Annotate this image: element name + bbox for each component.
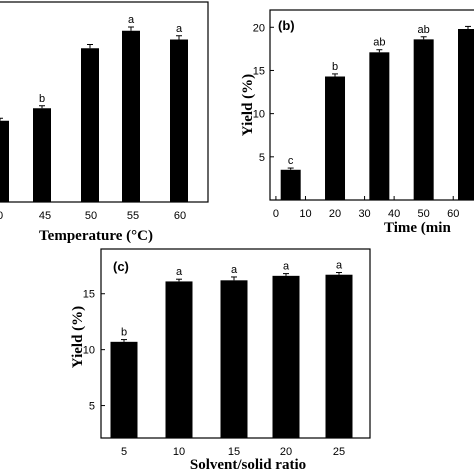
panel-b-bar-1 bbox=[325, 76, 346, 200]
panel-c-x-tick-label-1: 10 bbox=[173, 446, 185, 458]
panel-a-bar-2 bbox=[81, 48, 99, 202]
panel-c-bar-4 bbox=[325, 274, 353, 438]
panel-b-bar-0 bbox=[280, 169, 301, 200]
panel-a-x-tick-label-2: 50 bbox=[85, 210, 97, 222]
panel-a-x-tick-label-3: 55 bbox=[127, 210, 139, 222]
panel-b-x-tick-label-4: 40 bbox=[388, 208, 400, 220]
panel-a-bar-1 bbox=[33, 108, 51, 202]
panel-b-y-axis-label: Yield (%) bbox=[240, 74, 256, 136]
panel-c-bar-0 bbox=[110, 341, 138, 438]
panel-c-x-tick-label-4: 25 bbox=[333, 446, 345, 458]
panel-a-significance-letter-3: a bbox=[128, 14, 135, 26]
panel-b-bar-4 bbox=[458, 29, 474, 200]
panel-c-bar-1 bbox=[165, 281, 193, 438]
panel-b-x-tick-label-3: 30 bbox=[358, 208, 370, 220]
panel-c-significance-letter-3: a bbox=[283, 261, 290, 273]
panel-b-significance-letter-0: c bbox=[288, 155, 294, 167]
panel-a: b a a 0 45 50 55 60 Temperature (°C) bbox=[0, 1, 209, 244]
panel-b-significance-letter-1: b bbox=[332, 61, 338, 73]
panel-b-significance-letter-2: ab bbox=[373, 37, 385, 49]
panel-b-bar-3 bbox=[413, 39, 434, 201]
panel-c-x-tick-label-3: 20 bbox=[280, 446, 292, 458]
panel-a-x-tick-label-4: 60 bbox=[174, 210, 186, 222]
panel-b-label: (b) bbox=[278, 18, 295, 33]
panel-c-significance-letter-1: a bbox=[176, 266, 183, 278]
panel-c-significance-letter-2: a bbox=[231, 264, 238, 276]
panel-b: 0 10 20 30 40 50 60 5 10 15 20 c b ab ab (b) Yield (%) Ti… bbox=[240, 9, 474, 236]
panel-b-x-tick-label-5: 50 bbox=[418, 208, 430, 220]
panel-c-bar-3 bbox=[272, 275, 300, 438]
panel-c-y-axis-label: Yield (%) bbox=[70, 306, 86, 368]
panel-c-significance-letter-0: b bbox=[121, 327, 127, 339]
panel-a-bar-4 bbox=[170, 39, 188, 202]
panel-a-bar-0 bbox=[0, 120, 9, 202]
panel-c: 5 10 15 b a a a a 5 10 15 20 25 (c) Yield (%) Solvent/s… bbox=[70, 248, 371, 473]
panel-a-x-axis-label: Temperature (°C) bbox=[39, 228, 153, 244]
panel-c-significance-letter-4: a bbox=[336, 259, 343, 271]
panel-c-label: (c) bbox=[113, 259, 129, 274]
panel-b-y-tick-label-0: 5 bbox=[259, 152, 265, 164]
panel-c-y-tick-label-2: 15 bbox=[83, 289, 95, 301]
panel-a-significance-letter-4: a bbox=[176, 23, 183, 35]
panel-a-x-tick-label-1: 45 bbox=[39, 210, 51, 222]
panel-a-bar-3 bbox=[122, 30, 140, 202]
panel-b-x-axis-label: Time (min bbox=[384, 220, 451, 236]
panel-c-bar-2 bbox=[220, 280, 248, 438]
panel-b-x-tick-label-1: 10 bbox=[299, 208, 311, 220]
panel-b-bar-2 bbox=[369, 52, 390, 201]
panel-b-y-tick-label-1: 10 bbox=[253, 109, 265, 121]
panel-c-x-axis-label: Solvent/solid ratio bbox=[190, 457, 306, 473]
panel-b-x-tick-label-6: 60 bbox=[447, 208, 459, 220]
panel-b-y-tick-label-2: 15 bbox=[253, 65, 265, 77]
panel-c-x-tick-label-2: 15 bbox=[228, 446, 240, 458]
panel-a-frame bbox=[0, 1, 209, 203]
panel-b-significance-letter-3: ab bbox=[418, 24, 430, 36]
panel-c-y-tick-label-0: 5 bbox=[89, 401, 95, 413]
panel-a-significance-letter-1: b bbox=[39, 93, 45, 105]
panel-b-x-tick-label-2: 20 bbox=[329, 208, 341, 220]
panel-a-x-tick-label-0: 0 bbox=[0, 210, 3, 222]
panel-b-x-tick-label-0: 0 bbox=[273, 208, 279, 220]
panel-c-y-tick-label-1: 10 bbox=[83, 345, 95, 357]
panel-b-y-tick-label-3: 20 bbox=[253, 22, 265, 34]
panel-c-x-tick-label-0: 5 bbox=[121, 446, 127, 458]
